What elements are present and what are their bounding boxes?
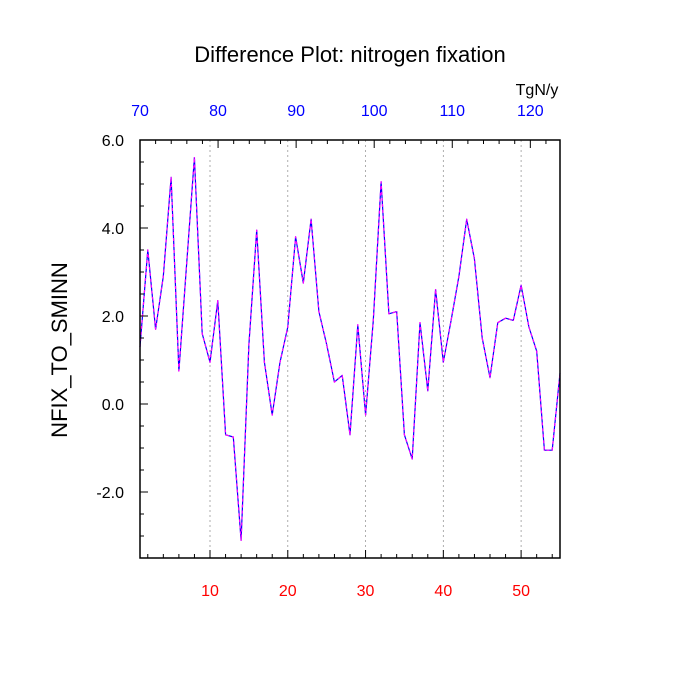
series-line [139, 157, 561, 542]
data-point [186, 262, 188, 264]
data-point [419, 322, 421, 324]
data-point [256, 229, 258, 231]
series-line-dash [139, 157, 561, 542]
data-point [403, 434, 406, 436]
data-point [318, 311, 320, 313]
data-point [287, 326, 289, 328]
top-axis-unit-label: TgN/y [516, 82, 559, 99]
data-point [481, 337, 483, 339]
data-point [248, 344, 250, 346]
data-point [178, 370, 180, 372]
bottom-tick-label: 20 [279, 583, 297, 600]
data-point [364, 414, 367, 416]
data-point [209, 361, 211, 363]
data-point [170, 176, 172, 178]
bottom-tick-label: 50 [512, 583, 530, 600]
y-tick-label: 0.0 [102, 397, 124, 414]
data-point [520, 284, 522, 286]
data-point [279, 361, 281, 363]
data-point [434, 289, 437, 291]
data-point [294, 236, 297, 238]
chart-title: Difference Plot: nitrogen fixation [194, 42, 505, 67]
axes [139, 139, 561, 559]
data-point [543, 449, 546, 451]
data-point [201, 333, 203, 335]
data-point [271, 414, 273, 416]
y-tick-label: 4.0 [102, 221, 124, 238]
data-point [411, 458, 413, 460]
data-point [512, 319, 514, 321]
top-tick-label: 110 [440, 103, 466, 120]
plot-frame [139, 139, 561, 559]
data-series [139, 157, 561, 542]
data-point [528, 326, 530, 328]
top-tick-label: 90 [287, 103, 305, 120]
data-point [263, 361, 266, 363]
data-point [154, 328, 157, 330]
top-tick-label: 70 [131, 103, 149, 120]
top-tick-label: 120 [517, 103, 544, 120]
data-point [497, 322, 499, 324]
data-point [372, 319, 374, 321]
data-point [489, 377, 491, 379]
data-point [442, 361, 444, 363]
data-point [357, 324, 359, 326]
data-point [388, 313, 390, 315]
top-tick-label: 80 [209, 103, 227, 120]
data-point [450, 319, 452, 321]
data-point [232, 436, 234, 438]
data-point [310, 218, 312, 220]
data-point [349, 434, 351, 436]
data-point [217, 300, 219, 302]
data-point [396, 311, 398, 313]
tick-labels: -2.0 0.0 2.0 4.0 6.0 10 20 30 40 50 70 80 90 100 110 12… [96, 103, 543, 600]
data-point [504, 317, 507, 319]
data-point [536, 350, 538, 352]
top-tick-label: 100 [361, 103, 388, 120]
bottom-tick-label: 40 [434, 583, 452, 600]
axis-ticks [139, 139, 553, 559]
data-point [341, 374, 343, 376]
data-point [193, 157, 196, 159]
data-point [224, 434, 227, 436]
data-point [427, 390, 429, 392]
y-axis-label: NFIX_TO_SMINN [47, 262, 72, 438]
data-point [162, 275, 164, 277]
data-point [147, 249, 149, 251]
data-point [240, 539, 242, 542]
y-tick-label: -2.0 [96, 485, 124, 502]
bottom-tick-label: 10 [201, 583, 219, 600]
data-point [551, 449, 553, 451]
grid-lines [209, 140, 522, 558]
data-point [473, 258, 476, 260]
y-tick-label: 6.0 [102, 133, 124, 150]
data-point [333, 381, 336, 383]
data-point [466, 218, 468, 220]
data-point [380, 181, 382, 183]
y-tick-label: 2.0 [102, 309, 124, 326]
data-point [326, 344, 328, 346]
data-point [458, 275, 460, 277]
data-point [302, 282, 304, 284]
bottom-tick-label: 30 [357, 583, 375, 600]
